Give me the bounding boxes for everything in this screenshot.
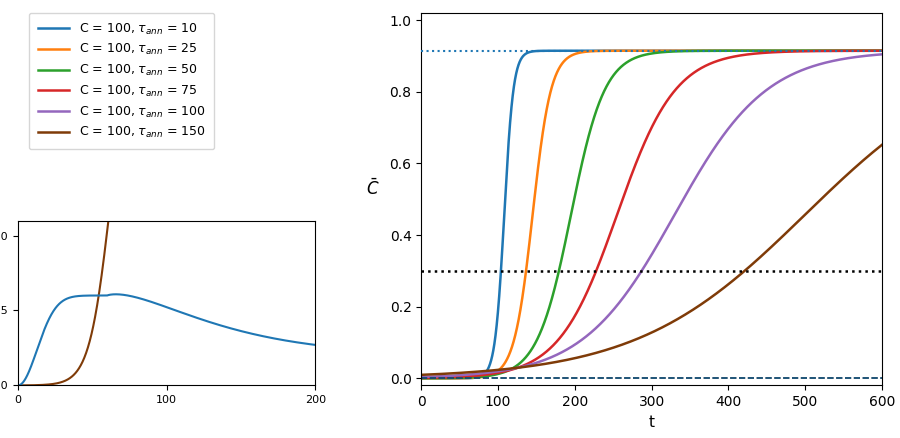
Y-axis label: $\bar{C}$: $\bar{C}$ bbox=[366, 179, 380, 199]
X-axis label: t: t bbox=[649, 415, 654, 430]
Legend: C = 100, $\tau_{ann}$ = 10, C = 100, $\tau_{ann}$ = 25, C = 100, $\tau_{ann}$ = : C = 100, $\tau_{ann}$ = 10, C = 100, $\t… bbox=[29, 13, 214, 149]
